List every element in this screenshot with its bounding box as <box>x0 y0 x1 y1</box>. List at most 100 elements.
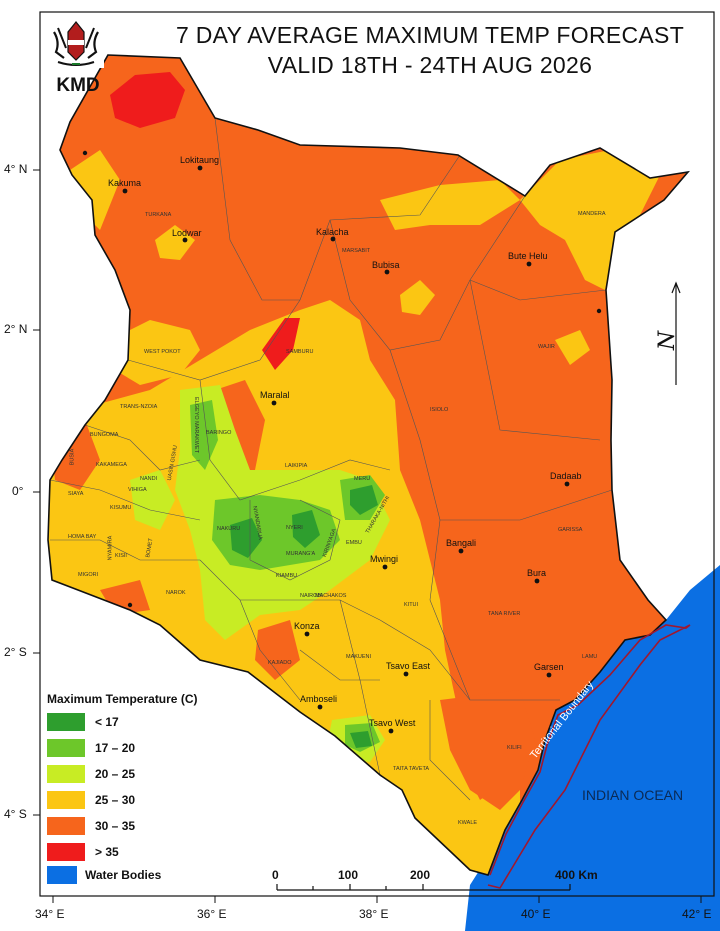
county-label: MACHAKOS <box>315 593 347 599</box>
county-label: MERU <box>354 476 371 482</box>
zone-30-35-coast <box>440 690 535 810</box>
legend-swatch <box>47 843 85 861</box>
map-title: 7 DAY AVERAGE MAXIMUM TEMP FORECAST <box>175 22 685 48</box>
legend-item-25-30: 25 – 30 <box>47 790 197 810</box>
county-label: MIGORI <box>78 572 99 578</box>
county-label: ELGEYO MARAKWET <box>192 397 199 453</box>
county-label: KIAMBU <box>276 573 298 579</box>
county-label: MANDERA <box>578 211 606 217</box>
legend-item-gt35: > 35 <box>47 842 197 862</box>
county-label: WEST POKOT <box>144 349 181 355</box>
county-boundaries <box>49 117 613 801</box>
zone-gt35-ilemi <box>110 72 185 128</box>
county-label: TAITA TAVETA <box>393 766 430 772</box>
city-label-bubisa: Bubisa <box>372 260 400 270</box>
county-label: KISII <box>115 553 127 559</box>
legend-swatch <box>47 791 85 809</box>
county-label: ISIOLO <box>430 407 449 413</box>
zone-25-30-northeast <box>520 150 660 290</box>
lat-label-0: 0° <box>12 484 24 498</box>
county-label: MARSABIT <box>342 248 371 254</box>
zone-25-30-wajir-patch <box>555 330 590 365</box>
county-label: SIAYA <box>68 491 84 497</box>
north-letter: N <box>655 330 681 351</box>
county-label: KAKAMEGA <box>96 462 127 468</box>
lat-label-2s: 2° S <box>4 645 27 659</box>
city-label-konza: Konza <box>294 621 320 631</box>
scale-label-200: 200 <box>410 868 431 882</box>
legend-swatch-water <box>47 866 77 884</box>
territorial-boundary <box>487 624 691 889</box>
county-label: NAROK <box>166 590 186 596</box>
zone-25-30-kalacha <box>400 280 435 315</box>
city-label-tsavo-west: Tsavo West <box>369 718 416 728</box>
county-label: NAIROBI <box>300 593 323 599</box>
county-label: BUSIA <box>69 448 76 466</box>
county-label: KAJIADO <box>268 660 292 666</box>
lon-label-38e: 38° E <box>359 907 389 921</box>
legend-label: 30 – 35 <box>95 819 136 833</box>
scale-label-400km: 400 Km <box>555 868 598 882</box>
zone-30-35-kajiado <box>255 620 300 680</box>
city-label-bangali: Bangali <box>446 538 477 548</box>
county-label: TANA RIVER <box>488 611 521 617</box>
county-label: TURKANA <box>145 212 172 218</box>
county-label: WAJIR <box>538 344 555 350</box>
county-label: KITUI <box>404 602 419 608</box>
north-arrow <box>671 281 681 385</box>
county-label: KILIFI <box>507 745 522 751</box>
lon-label-34e: 34° E <box>35 907 65 921</box>
legend-item-30-35: 30 – 35 <box>47 816 197 836</box>
county-label: LAMU <box>582 654 598 660</box>
city-label-mwingi: Mwingi <box>370 554 399 564</box>
legend: Maximum Temperature (C) < 17 17 – 20 20 … <box>47 692 197 868</box>
legend-water-bodies: Water Bodies <box>47 866 161 884</box>
legend-item-20-25: 20 – 25 <box>47 764 197 784</box>
scale-label-0: 0 <box>272 868 279 882</box>
zone-25-30-lodwar <box>155 225 195 260</box>
zone-17-20-elgon <box>190 400 218 470</box>
lon-label-40e: 40° E <box>521 907 551 921</box>
zone-lt17-taveta <box>350 731 372 748</box>
county-label: HOMA BAY <box>68 534 97 540</box>
legend-title: Maximum Temperature (C) <box>47 692 198 706</box>
legend-item-lt17: < 17 <box>47 712 197 732</box>
map-subtitle: VALID 18TH - 24TH AUG 2026 <box>267 52 593 78</box>
county-label: TRANS-NZOIA <box>120 404 158 410</box>
axis-ticks <box>33 169 702 903</box>
legend-swatch <box>47 817 85 835</box>
county-label: KWALE <box>458 820 478 826</box>
zone-lt17-aberdare <box>230 518 262 558</box>
county-label: GARISSA <box>558 527 583 533</box>
city-label-dadaab: Dadaab <box>550 471 582 481</box>
county-label: MURANG'A <box>286 551 316 557</box>
county-label: LAIKIPIA <box>285 463 308 469</box>
city-label-tsavo-east: Tsavo East <box>386 661 431 671</box>
scale-label-100: 100 <box>338 868 359 882</box>
legend-item-17-20: 17 – 20 <box>47 738 197 758</box>
lon-label-42e: 42° E <box>682 907 712 921</box>
county-label: EMBU <box>346 540 362 546</box>
legend-swatch <box>47 765 85 783</box>
indian-ocean-label: INDIAN OCEAN <box>582 787 684 803</box>
city-label-amboseli: Amboseli <box>300 694 338 704</box>
city-label-kakuma: Kakuma <box>108 178 142 188</box>
county-label: BARINGO <box>206 430 232 436</box>
legend-label: < 17 <box>95 715 119 729</box>
legend-label: > 35 <box>95 845 119 859</box>
city-label-kalacha: Kalacha <box>316 227 349 237</box>
lat-label-2n: 2° N <box>4 322 28 336</box>
legend-label: 17 – 20 <box>95 741 136 755</box>
zone-25-30-westpokot <box>110 320 200 385</box>
legend-label: 25 – 30 <box>95 793 136 807</box>
county-label: MAKUENI <box>346 654 372 660</box>
scale-bar <box>276 884 571 891</box>
county-label: NYAMIRA <box>107 535 114 561</box>
county-label: NANDI <box>140 476 158 482</box>
lat-label-4n: 4° N <box>4 162 28 176</box>
county-label: BUNGOMA <box>90 432 119 438</box>
county-label: VIHIGA <box>128 487 147 493</box>
city-label-garsen: Garsen <box>534 662 564 672</box>
zone-lt17-meru <box>350 485 378 515</box>
